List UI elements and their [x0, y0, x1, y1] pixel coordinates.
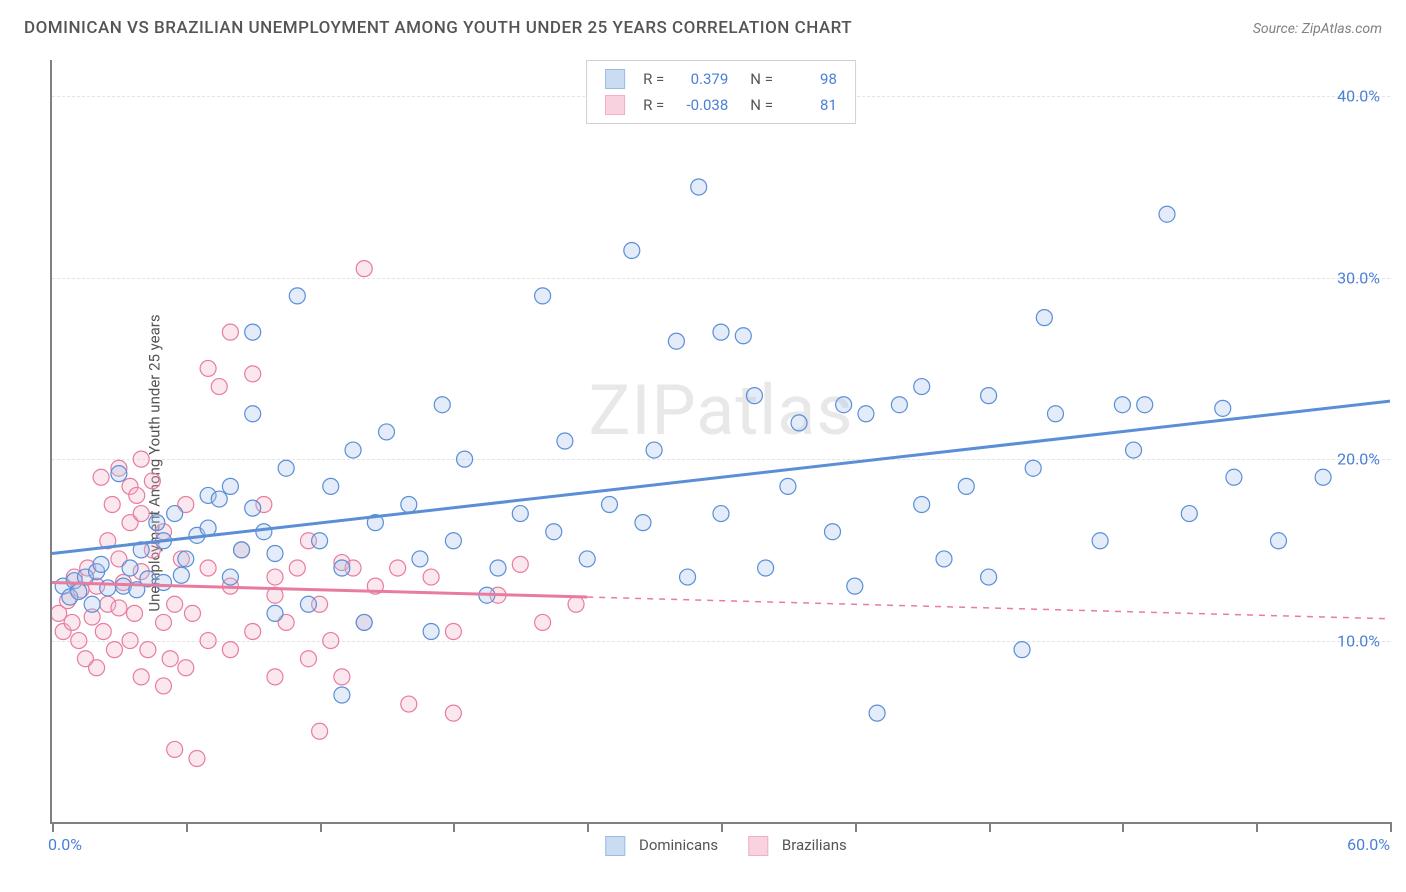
source-label: Source: ZipAtlas.com [1253, 21, 1382, 37]
x-tick [1390, 822, 1392, 832]
legend-row: R =0.379N =98 [599, 67, 843, 91]
legend-row: R =-0.038N =81 [599, 93, 843, 117]
x-tick [855, 822, 857, 832]
legend-item: Dominicans [595, 836, 718, 854]
legend-swatch [605, 95, 625, 115]
chart-header: DOMINICAN VS BRAZILIAN UNEMPLOYMENT AMON… [0, 0, 1406, 48]
legend-swatch [748, 836, 768, 856]
x-tick [1122, 822, 1124, 832]
legend-swatch [605, 69, 625, 89]
trend-layer [52, 60, 1390, 822]
x-tick [52, 822, 54, 832]
correlation-legend-table: R =0.379N =98R =-0.038N =81 [597, 65, 845, 119]
x-tick [721, 822, 723, 832]
series-legend: Dominicans Brazilians [585, 836, 856, 856]
x-tick [1256, 822, 1258, 832]
x-axis-max-label: 60.0% [1347, 835, 1390, 854]
x-axis-min-label: 0.0% [48, 835, 82, 854]
x-tick [186, 822, 188, 832]
trend-line-extrapolated [587, 597, 1390, 619]
x-tick [320, 822, 322, 832]
correlation-legend: R =0.379N =98R =-0.038N =81 [586, 60, 856, 124]
legend-item: Brazilians [738, 836, 847, 854]
legend-swatch [605, 836, 625, 856]
trend-line [52, 583, 587, 598]
plot-area: ZIPatlas R =0.379N =98R =-0.038N =81 Dom… [50, 60, 1390, 824]
trend-line [52, 401, 1390, 553]
x-tick [453, 822, 455, 832]
x-tick [989, 822, 991, 832]
x-tick [587, 822, 589, 832]
chart-title: DOMINICAN VS BRAZILIAN UNEMPLOYMENT AMON… [24, 18, 852, 38]
chart-container: Unemployment Among Youth under 25 years … [0, 48, 1406, 878]
